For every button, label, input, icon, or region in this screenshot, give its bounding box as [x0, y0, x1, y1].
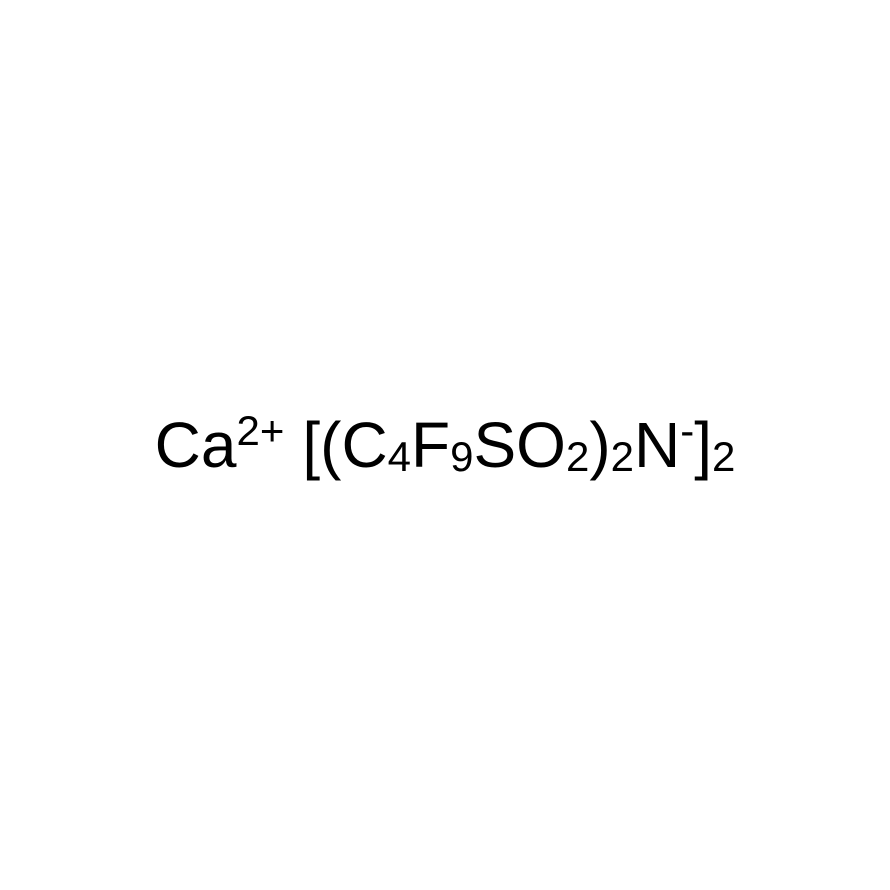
formula-part: ] [694, 413, 712, 477]
formula-part: SO [473, 413, 565, 477]
formula-superscript: - [680, 407, 694, 455]
formula-part: ) [589, 413, 610, 477]
formula-part: N [634, 413, 680, 477]
formula-part: Ca [155, 413, 237, 477]
chemical-formula: Ca2+[(C4F9SO2)2N-]2 [155, 413, 736, 477]
formula-subscript: 2 [566, 433, 589, 481]
formula-subscript: 2 [611, 433, 634, 481]
formula-subscript: 4 [388, 433, 411, 481]
formula-subscript: 9 [450, 433, 473, 481]
formula-subscript: 2 [712, 433, 735, 481]
formula-part: F [411, 413, 450, 477]
formula-part: [(C [302, 413, 387, 477]
formula-superscript: 2+ [236, 407, 284, 455]
